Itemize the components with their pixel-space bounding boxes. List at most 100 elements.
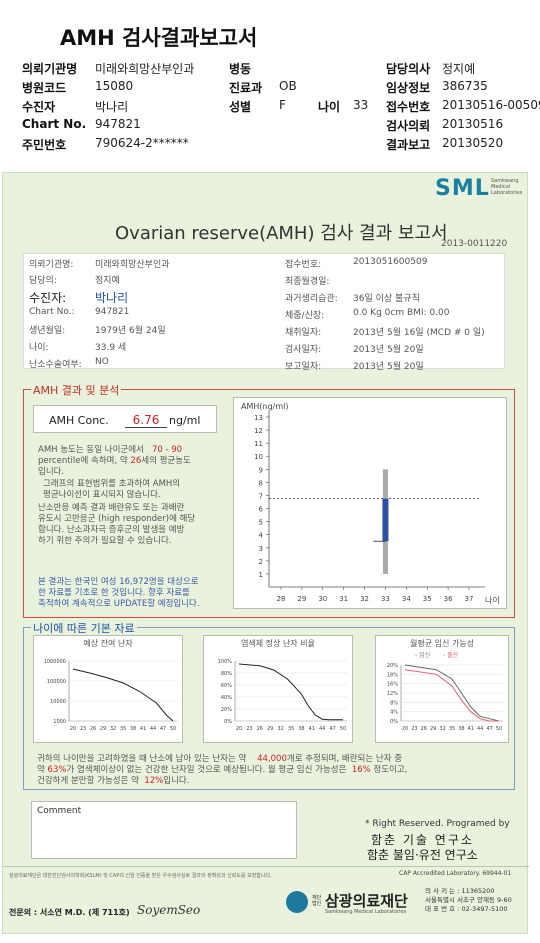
amh-conc-box [33,405,217,433]
chart-xtick-label: 50 [496,726,502,732]
amh-chart-ytick-label: 3 [259,545,263,553]
chart-xtick-label: 29 [430,726,436,732]
amh-patient-bar [382,498,389,542]
brand-logo [286,891,308,913]
research-center-1: 함춘 기술 연구소 [371,833,474,847]
chart-xtick-label: 41 [140,726,146,732]
chart-xtick-label: 26 [90,726,96,732]
amh-chart-ytick-label: 12 [254,427,263,435]
header-label: 수진자 [22,100,56,114]
chart-title: 월평균 임신 가능성 [410,638,474,648]
chart-xtick-label: 23 [80,726,86,732]
header-value: 33 [353,98,369,112]
header-value: 790624-2****** [95,136,189,150]
chart-title: 염색체 정상 난자 비율 [241,638,315,648]
info-label: Chart No.: [29,307,75,317]
chart-xtick-label: 29 [267,726,273,732]
info-label: 보고일자: [285,362,322,372]
chart-xtick-label: 44 [477,726,483,732]
info-label: 의뢰기관명: [29,260,74,270]
amh-para-1: AMH 농도는 동일 나이군에서 70 - 90 percentile에 속하며… [38,445,191,477]
chart-xtick-label: 38 [458,726,464,732]
eggs-series-line [72,668,174,722]
doctor-text: 전문의 : 서소연 M.D. (제 711호) [9,908,130,917]
header-value: 20130516 [442,117,504,131]
amh-chart-xtick-label: 34 [402,595,411,603]
header-label: 병원코드 [22,81,67,95]
info-value: 정지예 [95,276,120,286]
chart-xtick-label: 35 [288,726,294,732]
chart-xtick-label: 47 [486,726,492,732]
header-label: 진료과 [229,81,263,95]
chart-ytick-label: 80% [221,671,232,677]
report-title: Ovarian reserve(AMH) 검사 결과 보고서 [115,223,448,244]
header-label: 의뢰기관명 [22,62,78,76]
chart-xtick-label: 47 [160,726,166,732]
header-label: 담당의사 [386,62,431,76]
amh-chart-xtick-label: 32 [360,595,369,603]
amh-chart-xtick-label: 36 [444,595,453,603]
sml-logo: SML [435,176,490,201]
header-label: Chart No. [22,117,87,131]
chart-eggs-frame [33,635,183,743]
amh-chart-xtick-label: 33 [381,595,390,603]
header-label: 병동 [229,62,252,76]
info-value: 33.9 세 [95,343,127,353]
amh-chart-ytick-label: 10 [254,453,263,461]
amh-section [23,389,515,618]
amh-chart-xtick-label: 30 [318,595,327,603]
info-label: 과거생리습관: [285,294,338,304]
header-value: 386735 [442,79,488,93]
age-summary: 귀하의 나이만을 고려하였을 때 난소에 남아 있는 난자는 약 44,000개… [37,754,408,786]
chart-xtick-label: 20 [402,726,408,732]
chart-ytick-label: 40% [221,695,232,701]
chart-xtick-label: 44 [319,726,325,732]
amh-chart-xtick-label: 37 [465,595,474,603]
header-value: 947821 [95,117,141,131]
legend-pregnancy: - 임신 [415,651,430,659]
sml-logo-sub: Samkwang Medical Laboratories [491,178,523,196]
header-label: 주민번호 [22,138,67,152]
header-value: OB [279,79,297,93]
chart-xtick-label: 44 [150,726,156,732]
chart-xtick-label: 20 [70,726,76,732]
comment-label: Comment [37,806,82,816]
chart-ytick-label: 20% [221,707,232,713]
header-value: 20130516-00509 [442,98,540,112]
chart-xtick-label: 23 [246,726,252,732]
amh-conc-unit: ng/ml [169,414,201,427]
header-label: 나이 [318,100,341,114]
amh-chart-ytick-label: 9 [259,466,263,474]
chart-title: 예상 잔여 난자 [83,638,133,648]
info-value: 2013년 5월 20일 [353,362,424,372]
amh-chart-xlabel: 나이 [485,595,500,605]
amh-conc-label: AMH Conc. [49,414,109,427]
header-value: 정지예 [442,62,476,76]
header-label: 검사의뢰 [386,119,431,133]
chromosome-series-line [238,663,343,721]
info-value: 0.0 Kg 0cm BMI: 0.00 [353,308,450,318]
amh-chart-ytick-label: 2 [259,558,263,566]
header-value: 박나리 [95,100,129,114]
page-title: AMH 검사결과보고서 [60,26,258,50]
chart-chromo-frame [203,635,353,743]
chart-xtick-label: 41 [309,726,315,732]
report-sheet: SML Samkwang Medical Laboratories Ovarian … [2,172,529,934]
info-label: 검사일자: [285,345,322,355]
amh-chart-ytick-label: 5 [259,519,263,527]
info-label: 최종월경일: [285,277,330,287]
legend-birth: - 출산 [443,651,459,659]
chart-preg-frame [375,635,509,743]
chart-xtick-label: 20 [236,726,242,732]
info-label: 생년월일: [29,326,66,336]
age-section-title: 나이에 따른 기본 자료 [31,620,137,636]
amh-para-3: 난소반응 예측 결과 배란유도 또는 과배란 유도시 고반응군 (high res… [38,503,196,546]
chart-ytick-label: 16% [387,682,398,688]
info-label: 난소수술여부: [29,360,82,370]
footer-note: 삼광의료재단은 대한진단검사의학회(KSLM) 및 CAP의 신임 인증을 받은… [9,873,272,879]
info-label: 접수번호: [285,260,322,270]
amh-chart-xtick-label: 28 [277,595,286,603]
birth-series-line [404,669,499,722]
chart-remaining-eggs: 예상 잔여 난자 1000000 100000 10000 1000 20 23 26 29 32… [44,638,177,732]
